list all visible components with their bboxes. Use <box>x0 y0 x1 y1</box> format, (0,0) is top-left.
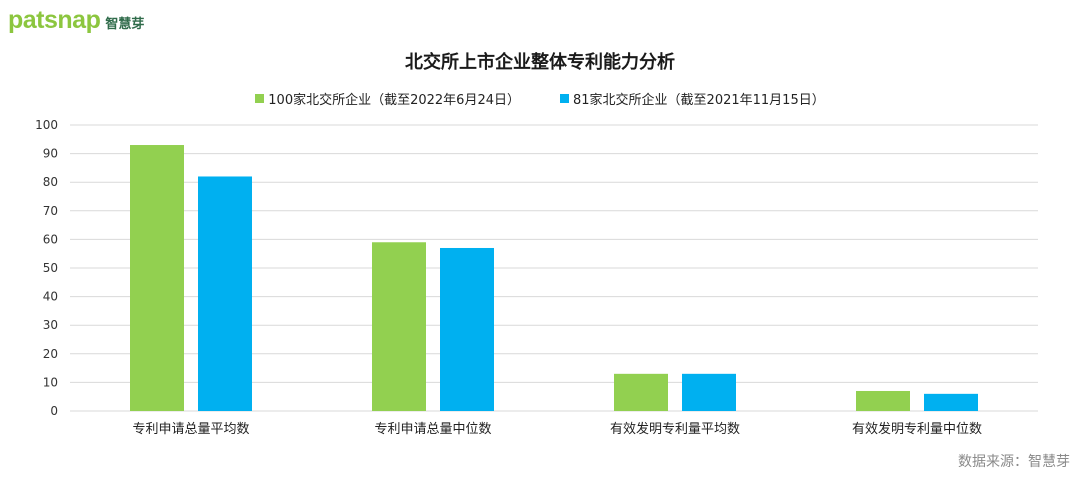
data-source-note: 数据来源：智慧芽 <box>958 454 1070 470</box>
legend-item-series-1: 100家北交所企业（截至2022年6月24日） <box>255 89 520 108</box>
x-category-label: 专利申请总量中位数 <box>374 422 491 437</box>
logo-chinese-name: 智慧芽 <box>105 17 145 32</box>
legend-swatch-series-2 <box>560 94 569 103</box>
legend-label-series-2: 81家北交所企业（截至2021年11月15日） <box>573 93 825 108</box>
y-tick-label: 80 <box>43 175 58 189</box>
y-tick-label: 90 <box>43 147 58 161</box>
x-category-label: 专利申请总量平均数 <box>132 422 249 437</box>
bar-series-1-category-2 <box>372 242 426 411</box>
bar-series-2-category-3 <box>682 373 736 411</box>
legend-swatch-series-1 <box>255 94 265 103</box>
y-tick-label: 20 <box>43 347 58 361</box>
bar-series-1-category-3 <box>614 373 668 411</box>
y-tick-label: 50 <box>43 261 58 275</box>
y-tick-label: 10 <box>43 375 58 389</box>
legend-item-series-2: 81家北交所企业（截至2021年11月15日） <box>560 89 825 108</box>
y-tick-label: 40 <box>43 290 58 304</box>
chart-legend: 100家北交所企业（截至2022年6月24日） 81家北交所企业（截至2021年… <box>0 89 1080 108</box>
bar-series-1-category-4 <box>856 390 910 411</box>
bar-series-2-category-1 <box>198 176 252 411</box>
patsnap-logo: patsnap 智慧芽 <box>8 6 144 35</box>
bar-series-2-category-4 <box>924 393 978 411</box>
y-tick-label: 60 <box>43 232 58 246</box>
y-tick-label: 0 <box>50 404 58 418</box>
x-category-label: 有效发明专利量平均数 <box>610 421 740 437</box>
y-tick-label: 70 <box>43 204 58 218</box>
bar-series-2-category-2 <box>440 247 494 411</box>
chart-title: 北交所上市企业整体专利能力分析 <box>405 52 675 73</box>
logo-wordmark: patsnap <box>8 6 101 34</box>
legend-label-series-1: 100家北交所企业（截至2022年6月24日） <box>268 93 520 108</box>
x-category-label: 有效发明专利量中位数 <box>852 421 982 437</box>
y-tick-label: 30 <box>43 318 58 332</box>
bar-series-1-category-1 <box>130 145 184 411</box>
y-tick-label: 100 <box>35 118 58 132</box>
